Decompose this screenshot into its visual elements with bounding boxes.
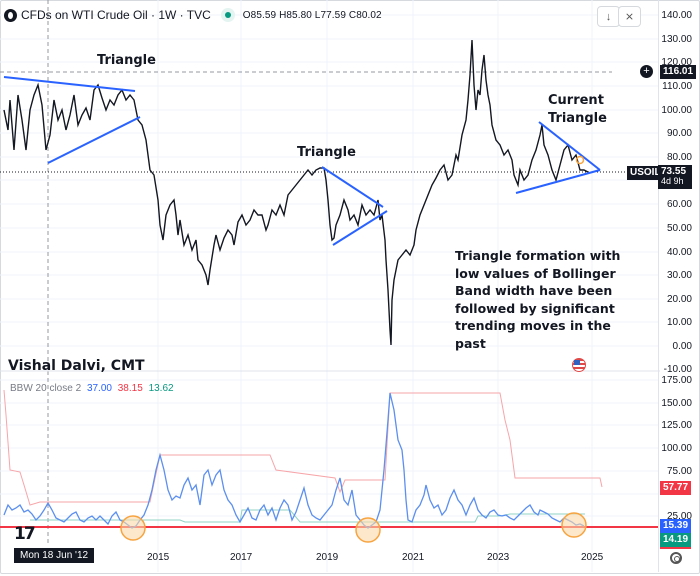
price-tick: 90.00: [666, 128, 692, 139]
triangle1-upper: [3, 76, 136, 92]
author-label: Vishal Dalvi, CMT: [8, 358, 145, 374]
price-tick: 40.00: [666, 247, 692, 258]
triangle1-lower: [47, 116, 141, 164]
bbw-tick: 125.00: [661, 420, 692, 431]
triangle-label-1: Triangle: [97, 53, 156, 68]
price-axis-divider: [658, 0, 659, 572]
trendlines: [3, 76, 601, 246]
symbol-tag: USOIL: [627, 166, 664, 180]
current-triangle-lower: [515, 169, 601, 194]
symbol-title[interactable]: CFDs on WTI Crude Oil · 1W · TVC: [21, 8, 211, 22]
bbw-contraction-tag: 14.19: [660, 533, 692, 549]
price-tick: 80.00: [666, 152, 692, 163]
bbw-series: [3, 392, 585, 529]
bbw-tick: 75.00: [666, 466, 692, 477]
bar-countdown: 4d 9h: [661, 176, 684, 186]
ohlc-values: O85.59 H85.80 L77.59 C80.02: [242, 9, 382, 21]
current-triangle-upper: [538, 121, 601, 171]
time-tick: 2017: [230, 552, 253, 563]
price-tick: 110.00: [662, 81, 692, 92]
chart-header: CFDs on WTI Crude Oil · 1W · TVC O85.59 …: [4, 5, 382, 25]
market-status-icon: [224, 12, 231, 18]
bbw-expansion-value: 38.15: [117, 383, 143, 394]
collapse-button[interactable]: ⨯: [618, 6, 641, 27]
bbw-highest-expansion: [3, 389, 603, 506]
symbol-logo-icon: [4, 8, 17, 22]
price-tick: 10.00: [666, 317, 692, 328]
bbw-tick: 150.00: [661, 398, 692, 409]
price-gridlines: [0, 0, 658, 572]
price-tick: 130.00: [661, 34, 692, 45]
bbw-contraction-value: 13.62: [148, 383, 174, 394]
bbw-value-tag: 15.39: [660, 519, 692, 533]
triangle-label-2: Triangle: [297, 145, 356, 160]
time-tick: 2025: [581, 552, 604, 563]
last-bar-marker: [575, 155, 585, 165]
time-tick: 2015: [147, 552, 170, 563]
time-tick: 2021: [402, 552, 425, 563]
last-price-value: 73.55: [661, 166, 687, 177]
bbw-tick: 175.00: [661, 375, 692, 386]
current-triangle-label-line2: Triangle: [548, 111, 607, 126]
price-tick: -10.00: [663, 364, 692, 375]
triangle2-lower: [332, 210, 388, 246]
indicator-name: BBW 20 close 2: [10, 383, 82, 394]
highlight-circle-2019: [355, 517, 381, 543]
bbw-expansion-tag: 57.77: [660, 481, 692, 495]
last-price-tag: 73.55 4d 9h: [658, 165, 692, 189]
bbw-tick: 100.00: [661, 443, 692, 454]
time-tick: 2023: [487, 552, 510, 563]
crosshair-price-tag: 116.01: [660, 65, 697, 79]
time-tick: 2019: [316, 552, 339, 563]
highlight-circle-2014: [120, 515, 146, 541]
triangle2-upper: [321, 166, 384, 208]
crosshair-date-tag: Mon 18 Jun '12: [14, 548, 95, 563]
price-series: [3, 39, 589, 346]
bbw-tick: 25.00: [666, 511, 692, 522]
bbw-value: 37.00: [86, 383, 112, 394]
add-alert-icon[interactable]: +: [640, 65, 653, 78]
contraction-highlights: [120, 512, 587, 543]
tradingview-logo-icon[interactable]: 𝟭7: [14, 524, 36, 544]
settings-gear-icon[interactable]: [670, 552, 682, 564]
price-tick: 120.00: [661, 57, 692, 68]
us-flag-icon[interactable]: [572, 358, 586, 372]
price-tick: 30.00: [666, 270, 692, 281]
price-tick: 0.00: [672, 341, 692, 352]
price-tick: 50.00: [666, 223, 692, 234]
price-tick: 60.00: [666, 199, 692, 210]
current-triangle-label-line1: Current: [548, 93, 604, 108]
indicator-legend[interactable]: BBW 20 close 2 37.00 38.15 13.62: [10, 383, 174, 394]
price-tick: 140.00: [661, 10, 692, 21]
arrow-down-button[interactable]: ↓: [597, 6, 620, 27]
price-tick: 100.00: [661, 105, 692, 116]
highlight-circle-2024: [561, 512, 587, 538]
analysis-note: Triangle formation with low values of Bo…: [455, 248, 621, 351]
price-tick: 20.00: [666, 294, 692, 305]
